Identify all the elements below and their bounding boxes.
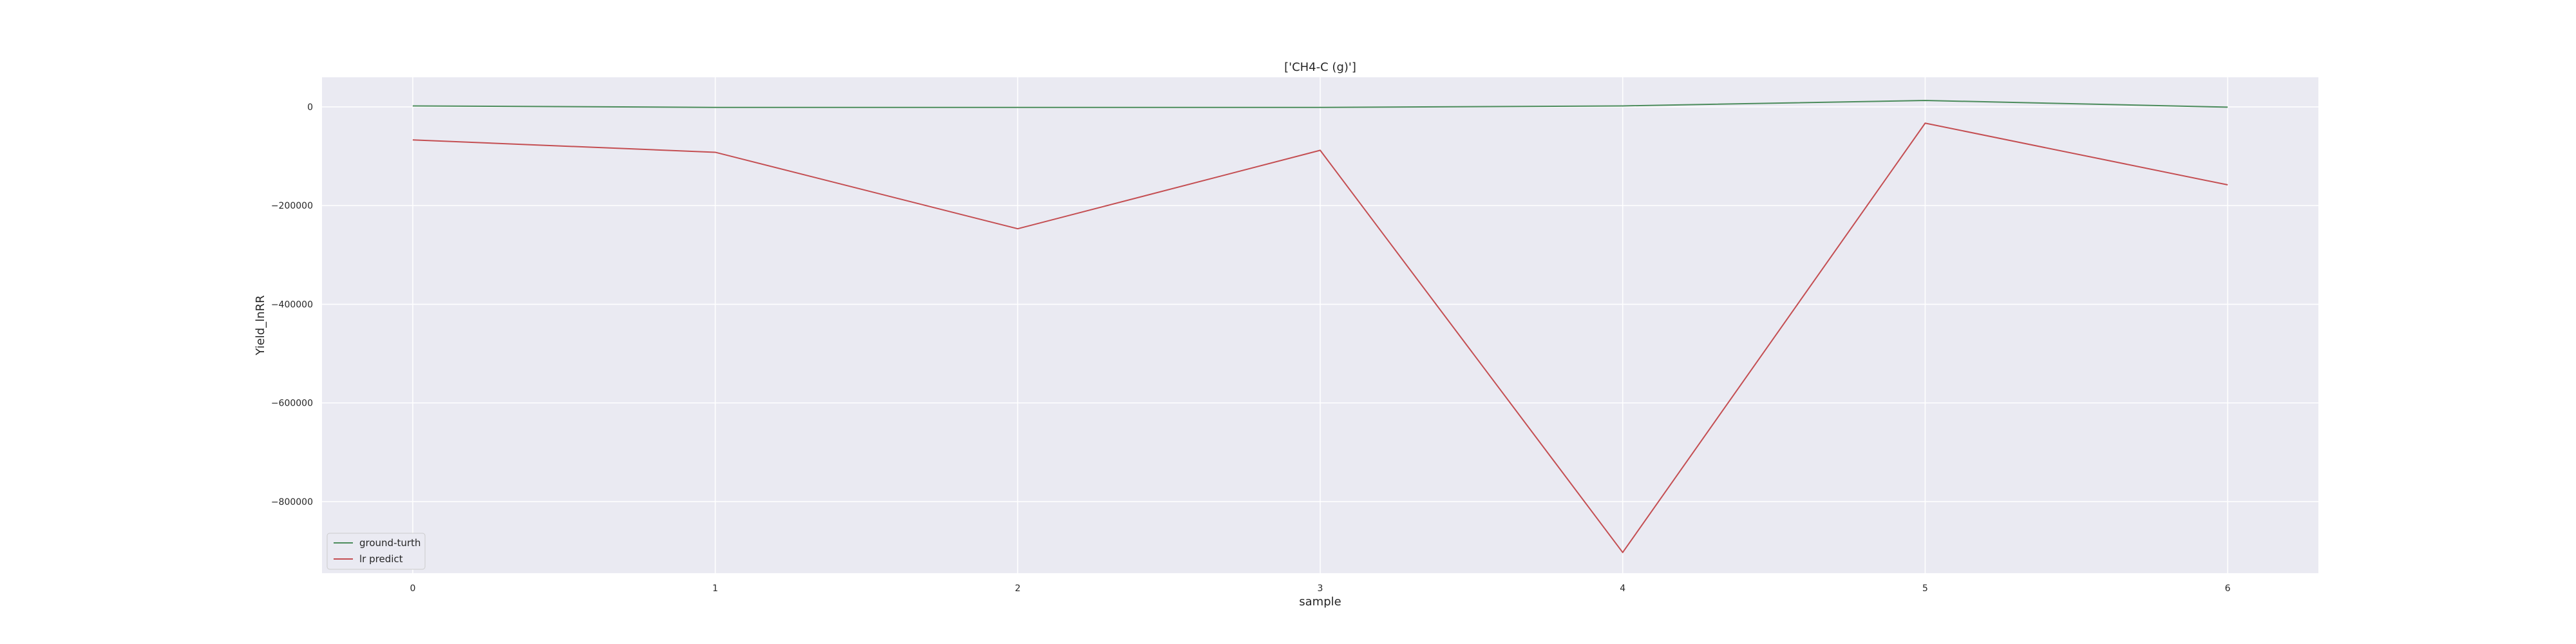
legend: ground-turth lr predict xyxy=(327,533,426,570)
y-tick-label: −400000 xyxy=(271,299,313,310)
y-tick-label: −800000 xyxy=(271,497,313,507)
chart-title: ['CH4-C (g)'] xyxy=(1284,61,1356,74)
x-tick-label: 3 xyxy=(1318,583,1323,594)
series-line-lr-predict xyxy=(412,122,2228,553)
y-axis-label: Yield_lnRR xyxy=(254,295,267,355)
x-tick-label: 2 xyxy=(1015,583,1021,594)
series-lines xyxy=(412,100,2228,553)
y-tick-label: −200000 xyxy=(271,201,313,211)
x-tick-label: 1 xyxy=(712,583,718,594)
legend-label-lr-predict: lr predict xyxy=(359,553,403,565)
y-tick-label: 0 xyxy=(307,102,313,113)
x-tick-labels: 0 1 2 3 4 5 6 xyxy=(410,583,2230,594)
x-axis-label: sample xyxy=(1299,595,1341,609)
y-tick-labels: 0 −200000 −400000 −600000 −800000 xyxy=(271,102,313,507)
x-tick-label: 5 xyxy=(1922,583,1928,594)
x-tick-label: 4 xyxy=(1620,583,1625,594)
series-line-ground-turth xyxy=(412,100,2228,108)
x-tick-label: 6 xyxy=(2225,583,2231,594)
y-tick-label: −600000 xyxy=(271,399,313,409)
x-tick-label: 0 xyxy=(410,583,415,594)
legend-label-ground-turth: ground-turth xyxy=(359,537,421,549)
